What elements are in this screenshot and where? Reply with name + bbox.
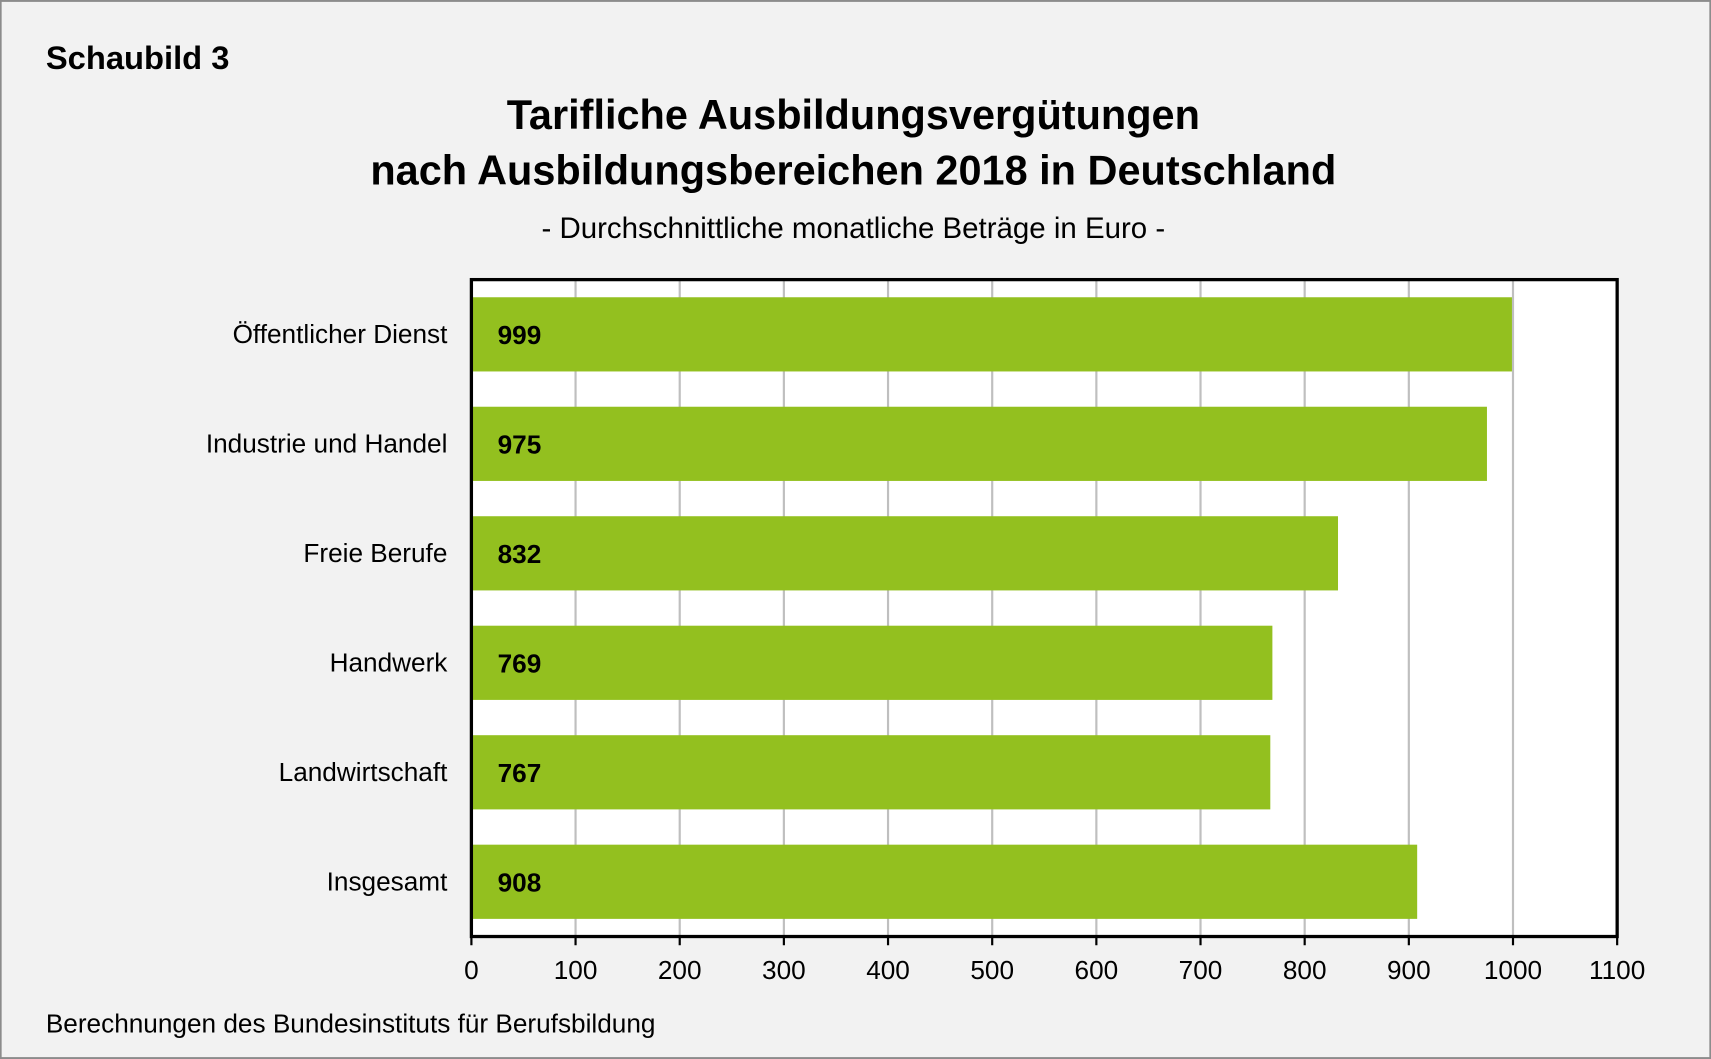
data-label: 767 [498,758,542,788]
x-tick-label: 900 [1387,955,1431,985]
x-tick-label: 700 [1179,955,1223,985]
x-tick-label: 0 [464,955,479,985]
x-tick-label: 300 [762,955,806,985]
category-label: Öffentlicher Dienst [233,319,449,349]
plot-area [471,279,1618,937]
source-footnote: Berechnungen des Bundesinstituts für Ber… [46,1009,656,1039]
bar [471,516,1339,591]
bar [471,844,1418,919]
category-label: Freie Berufe [303,538,447,568]
figure-label: Schaubild 3 [46,39,230,76]
bar [471,297,1512,372]
bar [471,735,1271,810]
chart-subtitle: - Durchschnittliche monatliche Beträge i… [541,212,1165,245]
category-label: Insgesamt [327,867,448,897]
x-tick-label: 400 [866,955,910,985]
x-tick-label: 1100 [1589,955,1645,985]
data-label: 769 [498,649,542,679]
x-tick-label: 800 [1283,955,1327,985]
category-label: Industrie und Handel [206,429,448,459]
bar [471,625,1273,700]
chart-title-line-2: nach Ausbildungsbereichen 2018 in Deutsc… [370,147,1336,194]
category-label: Landwirtschaft [279,757,448,787]
chart-title-line-1: Tarifliche Ausbildungsvergütungen [507,91,1200,138]
data-label: 908 [498,868,542,898]
category-label: Handwerk [330,648,449,678]
plot-border [469,277,1619,939]
x-tick-label: 500 [970,955,1014,985]
x-tick-label: 100 [554,955,598,985]
bar [471,406,1487,481]
data-label: 832 [498,539,542,569]
data-label: 999 [498,320,542,350]
x-tick-label: 1000 [1484,955,1542,985]
x-tick-label: 200 [658,955,702,985]
x-tick-label: 600 [1075,955,1119,985]
data-label: 975 [498,430,542,460]
